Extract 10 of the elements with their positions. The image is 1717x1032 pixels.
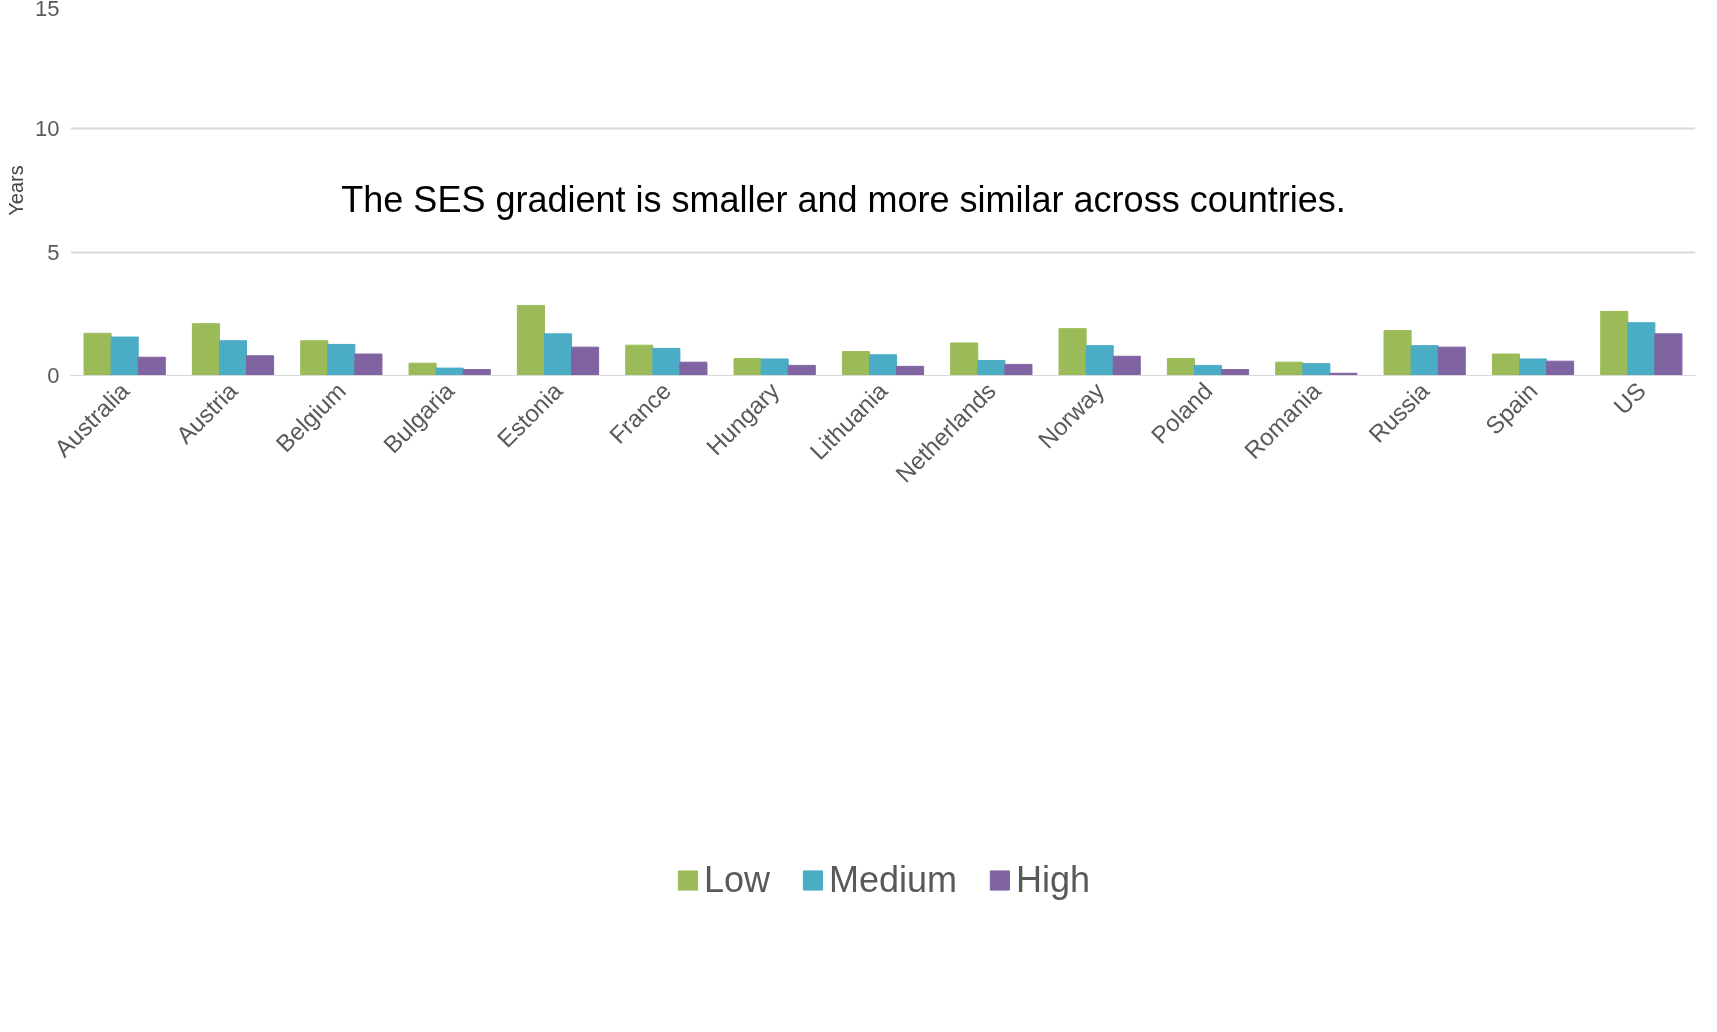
x-tick-label: US [1608, 376, 1651, 420]
y-axis-title: Years [5, 165, 28, 216]
y-tick-label: 0 [47, 363, 60, 388]
annotation: The SES gradient is smaller and more similar across countries. [341, 179, 1346, 221]
y-tick-label: 10 [35, 116, 60, 142]
legend-label: Low [703, 858, 770, 901]
y-tick-label: 15 [35, 0, 60, 21]
legend-label: High [1016, 858, 1091, 901]
legend-label: Medium [828, 858, 958, 901]
y-tick-label: 5 [47, 239, 60, 265]
